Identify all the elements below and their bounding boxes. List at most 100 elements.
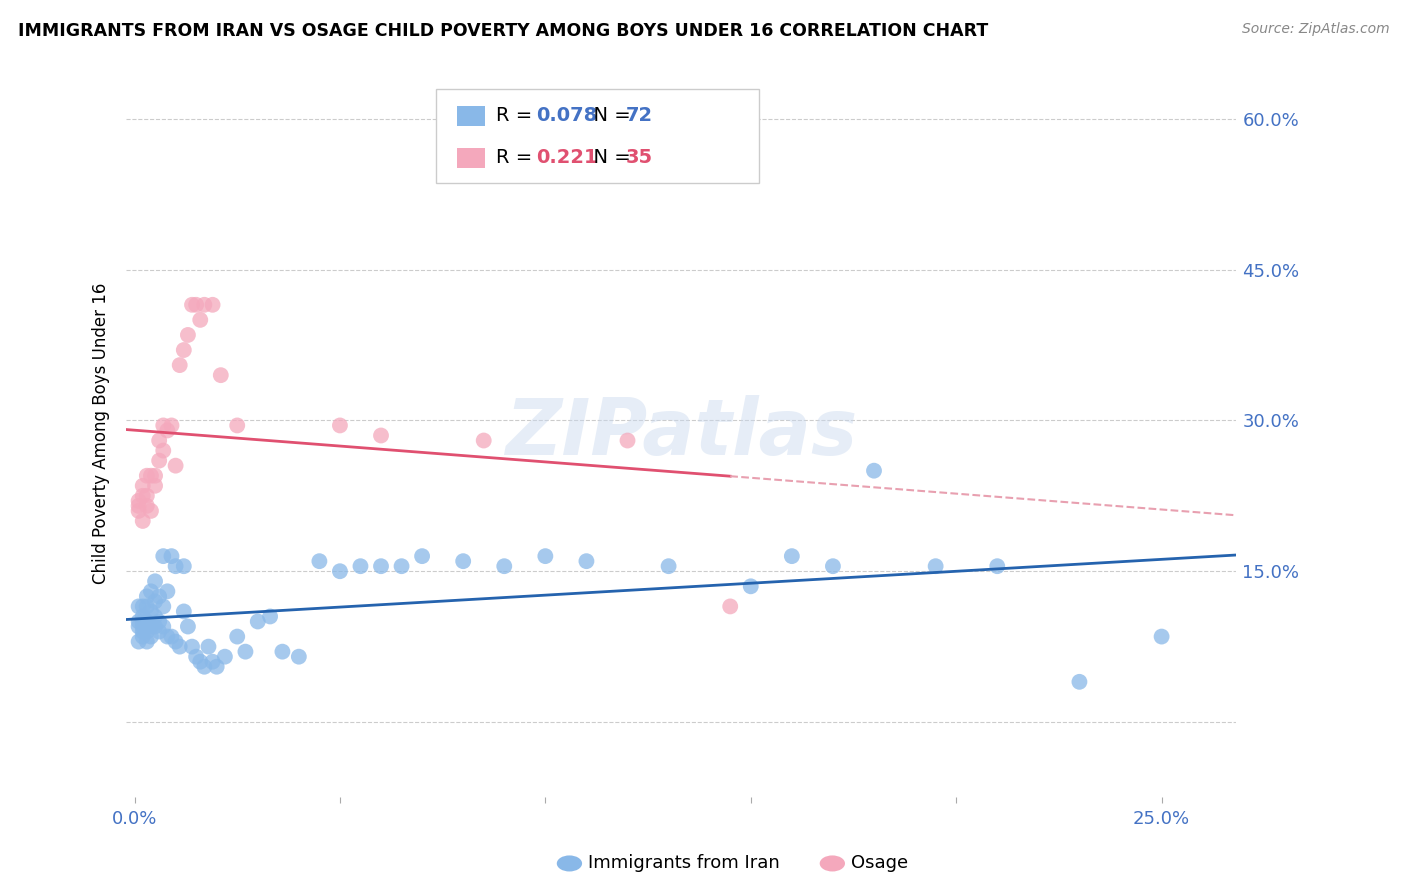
Point — [188, 313, 211, 327]
Point — [132, 489, 155, 503]
Point — [139, 619, 162, 633]
Point — [863, 464, 886, 478]
Point — [143, 468, 166, 483]
Point — [205, 659, 228, 673]
Text: R =: R = — [496, 106, 538, 126]
Point — [658, 559, 681, 574]
Point — [472, 434, 495, 448]
Point — [156, 424, 179, 438]
Point — [160, 630, 183, 644]
Point — [181, 298, 204, 312]
Point — [246, 615, 269, 629]
Point — [139, 604, 162, 618]
Point — [148, 615, 170, 629]
Point — [226, 630, 249, 644]
Point — [780, 549, 803, 563]
Point — [411, 549, 433, 563]
Point — [259, 609, 281, 624]
Point — [201, 655, 224, 669]
Point — [139, 468, 162, 483]
Point — [329, 564, 352, 578]
Text: 72: 72 — [626, 106, 652, 126]
Point — [924, 559, 946, 574]
Point — [165, 634, 187, 648]
Point — [1150, 630, 1173, 644]
Text: 0.078: 0.078 — [536, 106, 598, 126]
Point — [143, 609, 166, 624]
Point — [718, 599, 741, 614]
Point — [143, 619, 166, 633]
Point — [173, 559, 195, 574]
Point — [1069, 674, 1091, 689]
Point — [186, 649, 208, 664]
Point — [135, 499, 157, 513]
Text: R =: R = — [496, 148, 538, 168]
Point — [160, 418, 183, 433]
Point — [132, 479, 155, 493]
Point — [132, 615, 155, 629]
Text: Source: ZipAtlas.com: Source: ZipAtlas.com — [1241, 22, 1389, 37]
Point — [308, 554, 330, 568]
Point — [156, 584, 179, 599]
Point — [135, 634, 157, 648]
Point — [370, 559, 392, 574]
Point — [139, 630, 162, 644]
Point — [534, 549, 557, 563]
Point — [132, 624, 155, 639]
Point — [148, 434, 170, 448]
Point — [169, 640, 191, 654]
Text: N =: N = — [581, 148, 637, 168]
Y-axis label: Child Poverty Among Boys Under 16: Child Poverty Among Boys Under 16 — [93, 282, 110, 583]
Point — [271, 645, 294, 659]
Point — [188, 655, 211, 669]
Point — [148, 453, 170, 467]
Point — [132, 599, 155, 614]
Point — [740, 579, 762, 593]
Point — [128, 499, 150, 513]
Point — [128, 504, 150, 518]
Point — [209, 368, 232, 383]
Point — [132, 630, 155, 644]
Point — [135, 599, 157, 614]
Point — [152, 443, 174, 458]
Point — [370, 428, 392, 442]
Point — [193, 298, 215, 312]
Point — [575, 554, 598, 568]
Text: IMMIGRANTS FROM IRAN VS OSAGE CHILD POVERTY AMONG BOYS UNDER 16 CORRELATION CHAR: IMMIGRANTS FROM IRAN VS OSAGE CHILD POVE… — [18, 22, 988, 40]
Point — [148, 624, 170, 639]
Point — [214, 649, 236, 664]
Point — [139, 504, 162, 518]
Point — [132, 609, 155, 624]
Point — [451, 554, 474, 568]
Point — [181, 640, 204, 654]
Point — [135, 489, 157, 503]
Text: 0.221: 0.221 — [536, 148, 598, 168]
Text: N =: N = — [581, 106, 637, 126]
Text: Immigrants from Iran: Immigrants from Iran — [588, 855, 779, 872]
Point — [139, 584, 162, 599]
Text: Osage: Osage — [851, 855, 908, 872]
Text: ZIPatlas: ZIPatlas — [505, 395, 858, 471]
Point — [152, 619, 174, 633]
Point — [143, 479, 166, 493]
Point — [156, 630, 179, 644]
Point — [288, 649, 311, 664]
Point — [494, 559, 516, 574]
Point — [152, 549, 174, 563]
Point — [165, 458, 187, 473]
Point — [128, 493, 150, 508]
Point — [986, 559, 1008, 574]
Point — [132, 514, 155, 528]
Point — [177, 619, 200, 633]
Point — [160, 549, 183, 563]
Point — [143, 594, 166, 608]
Point — [128, 615, 150, 629]
Point — [135, 590, 157, 604]
Point — [226, 418, 249, 433]
Point — [177, 328, 200, 343]
Point — [173, 343, 195, 357]
Point — [152, 599, 174, 614]
Point — [169, 358, 191, 372]
Point — [152, 418, 174, 433]
Point — [201, 298, 224, 312]
